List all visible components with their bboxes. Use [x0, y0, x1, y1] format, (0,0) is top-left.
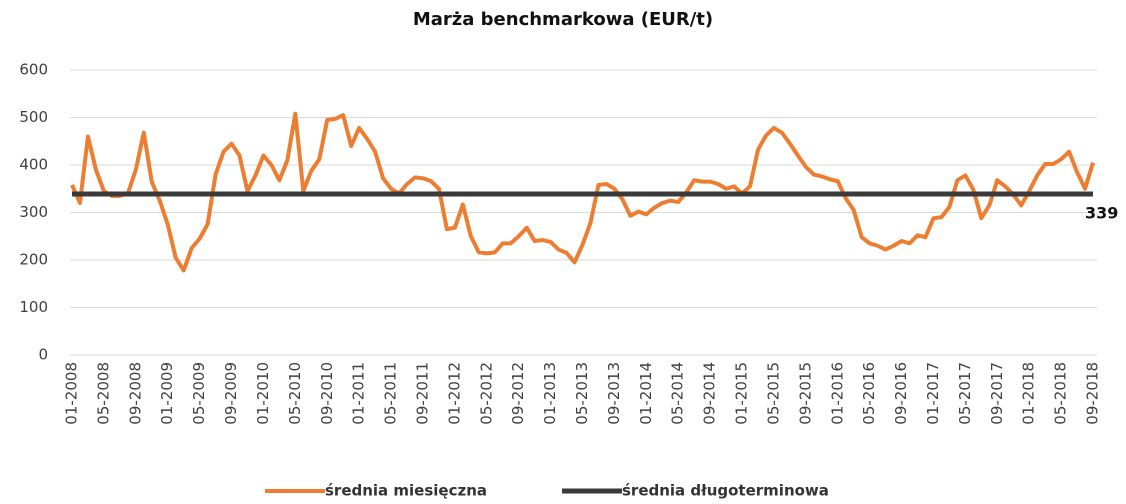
x-tick-label: 05-2013 — [573, 362, 591, 425]
legend-label: średnia miesięczna — [325, 482, 487, 500]
x-tick-label: 05-2011 — [382, 362, 400, 425]
x-tick-label: 09-2009 — [222, 362, 240, 425]
x-tick-label: 05-2008 — [94, 362, 112, 425]
x-tick-label: 05-2014 — [669, 362, 687, 425]
x-tick-label: 05-2015 — [764, 362, 782, 425]
x-tick-label: 01-2013 — [541, 362, 559, 425]
x-tick-label: 05-2009 — [190, 362, 208, 425]
x-tick-label: 01-2011 — [350, 362, 368, 425]
legend-label: średnia długoterminowa — [622, 482, 829, 500]
x-tick-label: 05-2010 — [286, 362, 304, 425]
chart-title: Marża benchmarkowa (EUR/t) — [413, 9, 713, 30]
x-tick-label: 05-2012 — [477, 362, 495, 425]
x-tick-label: 01-2014 — [637, 362, 655, 425]
x-tick-label: 01-2016 — [828, 362, 846, 425]
x-tick-label: 05-2017 — [956, 362, 974, 425]
y-tick-label: 300 — [19, 203, 48, 221]
x-tick-label: 09-2016 — [892, 362, 910, 425]
y-tick-label: 100 — [19, 298, 48, 316]
x-tick-label: 09-2014 — [701, 362, 719, 425]
x-tick-label: 01-2009 — [158, 362, 176, 425]
x-tick-label: 09-2011 — [413, 362, 431, 425]
x-tick-label: 09-2017 — [988, 362, 1006, 425]
y-tick-label: 500 — [19, 108, 48, 126]
y-tick-label: 600 — [19, 61, 48, 79]
x-tick-label: 09-2010 — [318, 362, 336, 425]
x-tick-label: 09-2008 — [126, 362, 144, 425]
x-tick-label: 05-2018 — [1052, 362, 1070, 425]
x-tick-label: 01-2012 — [445, 362, 463, 425]
x-tick-label: 09-2015 — [796, 362, 814, 425]
y-tick-label: 200 — [19, 251, 48, 269]
data-line — [70, 111, 1095, 273]
y-tick-label: 0 — [38, 346, 48, 364]
x-tick-label: 01-2010 — [254, 362, 272, 425]
x-tick-label: 09-2018 — [1084, 362, 1102, 425]
x-tick-label: 05-2016 — [860, 362, 878, 425]
value-label: 339 — [1085, 203, 1118, 222]
x-tick-label: 01-2008 — [63, 362, 81, 425]
x-tick-label: 01-2018 — [1020, 362, 1038, 425]
y-tick-label: 400 — [19, 156, 48, 174]
x-tick-label: 09-2012 — [509, 362, 527, 425]
x-tick-label: 01-2017 — [924, 362, 942, 425]
x-tick-label: 01-2015 — [733, 362, 751, 425]
x-tick-label: 09-2013 — [605, 362, 623, 425]
